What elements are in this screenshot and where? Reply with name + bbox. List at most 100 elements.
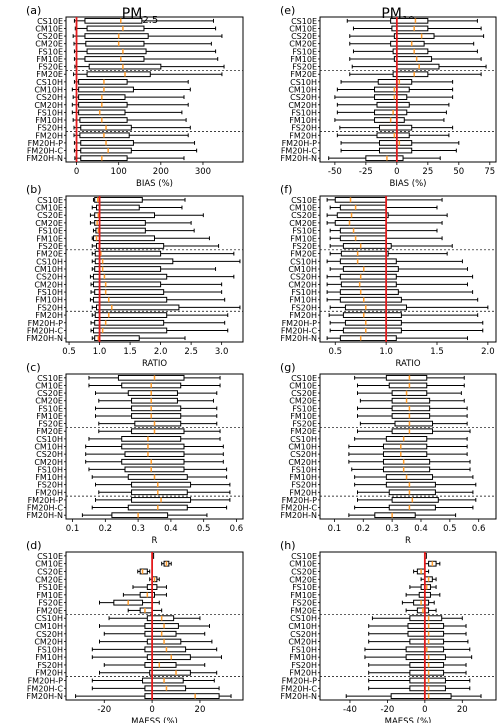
iqr-box bbox=[340, 281, 397, 288]
box-FM20E bbox=[349, 71, 482, 78]
box-FM20H-P bbox=[329, 319, 484, 326]
iqr-box bbox=[391, 405, 431, 412]
box-FM20H-C bbox=[91, 685, 220, 692]
category-label: CM10E bbox=[35, 204, 63, 213]
iqr-box bbox=[342, 312, 402, 318]
category-label: FS10E bbox=[38, 227, 63, 236]
x-tick-label: 3.0 bbox=[215, 347, 229, 357]
iqr-box bbox=[344, 304, 407, 311]
iqr-box bbox=[378, 140, 413, 146]
x-tick-label: 300 bbox=[195, 167, 211, 177]
category-label: CS20H bbox=[290, 93, 317, 102]
category-label: CS10E bbox=[37, 17, 63, 26]
category-label: CS20H bbox=[290, 450, 317, 459]
box-CM20H bbox=[336, 101, 450, 108]
category-label: FS10E bbox=[292, 227, 317, 236]
box-FM20H-N bbox=[326, 335, 469, 342]
iqr-box bbox=[339, 273, 397, 280]
iqr-box bbox=[142, 677, 184, 684]
iqr-box bbox=[131, 397, 178, 404]
box-FM10H bbox=[364, 654, 473, 661]
x-tick-label: 0.3 bbox=[385, 524, 399, 534]
x-tick-label: 0.1 bbox=[66, 524, 80, 534]
iqr-box bbox=[80, 147, 132, 154]
category-label: FM20H bbox=[35, 488, 63, 497]
iqr-box bbox=[79, 117, 128, 123]
box-FM10H bbox=[89, 296, 226, 303]
box-FS20H bbox=[329, 304, 489, 311]
iqr-box bbox=[388, 504, 436, 511]
category-label: CS10H bbox=[290, 78, 317, 87]
iqr-box bbox=[409, 638, 445, 645]
x-tick-label: 1.0 bbox=[379, 347, 393, 357]
x-tick-label: -50 bbox=[328, 167, 342, 177]
iqr-box bbox=[390, 693, 452, 700]
box-FM20H-N bbox=[81, 512, 208, 519]
category-label: FM20H-N bbox=[280, 334, 317, 343]
box-CS20E bbox=[357, 390, 462, 396]
category-label: CM10H bbox=[34, 443, 63, 452]
category-label: FS10H bbox=[37, 465, 63, 474]
x-tick-label: 0.1 bbox=[328, 524, 342, 534]
box-FM20H-N bbox=[74, 155, 185, 162]
iqr-box bbox=[88, 63, 162, 70]
category-label: FM10E bbox=[290, 412, 317, 421]
box-CS10H bbox=[326, 258, 463, 265]
box-CM10E bbox=[91, 204, 183, 211]
box-CS20H bbox=[103, 630, 206, 637]
box-CM20H bbox=[85, 458, 224, 465]
category-label: FM10H bbox=[289, 473, 317, 482]
category-label: CS10H bbox=[36, 257, 63, 266]
box-CM10E bbox=[357, 382, 465, 389]
category-label: CM20E bbox=[289, 219, 317, 228]
category-label: FM20H-C bbox=[27, 504, 64, 513]
category-label: CM10E bbox=[289, 24, 317, 33]
category-label: CS20E bbox=[37, 211, 63, 220]
x-tick-label: 0 bbox=[422, 705, 427, 715]
category-label: FS10H bbox=[291, 288, 317, 297]
box-FM20H-C bbox=[90, 327, 229, 334]
category-label: FS20E bbox=[292, 599, 317, 608]
box-FM20H-N bbox=[348, 512, 457, 519]
category-label: FM10E bbox=[36, 412, 63, 421]
iqr-box bbox=[339, 204, 387, 211]
x-tick-label: 0.2 bbox=[357, 524, 371, 534]
category-label: FM10H bbox=[289, 653, 317, 662]
iqr-box bbox=[84, 56, 145, 62]
iqr-box bbox=[382, 451, 428, 457]
box-FM10H bbox=[354, 474, 474, 480]
iqr-box bbox=[86, 25, 145, 32]
iqr-box bbox=[139, 568, 148, 575]
box-FS20H bbox=[95, 481, 231, 488]
category-label: FM20E bbox=[290, 606, 317, 615]
iqr-box bbox=[131, 489, 188, 496]
panel-label: (f) bbox=[280, 183, 292, 196]
iqr-box bbox=[334, 220, 387, 226]
box-FS10E bbox=[329, 227, 438, 234]
box-CS20H bbox=[334, 94, 454, 100]
category-label: FM10E bbox=[290, 55, 317, 64]
category-label: CM10H bbox=[34, 622, 63, 631]
box-CM10E bbox=[74, 25, 217, 32]
iqr-box bbox=[388, 489, 436, 496]
x-tick-label: 0.5 bbox=[62, 347, 76, 357]
category-label: FS20H bbox=[37, 124, 63, 133]
iqr-box bbox=[342, 327, 402, 334]
category-label: FS20H bbox=[37, 481, 63, 490]
category-label: FM20H-C bbox=[281, 147, 318, 156]
x-axis-label: BIAS (%) bbox=[136, 179, 173, 189]
x-axis-label: MAESS (%) bbox=[131, 717, 178, 723]
iqr-box bbox=[85, 40, 145, 47]
box-FM20H-P bbox=[357, 497, 477, 503]
box-FM20H-N bbox=[328, 155, 441, 162]
category-label: FM20E bbox=[36, 606, 63, 615]
category-label: FM20H-C bbox=[281, 684, 318, 693]
iqr-box bbox=[378, 124, 413, 131]
iqr-box bbox=[394, 420, 434, 427]
iqr-box bbox=[393, 56, 433, 62]
iqr-box bbox=[94, 319, 165, 326]
category-label: FM20H-P bbox=[28, 496, 64, 505]
category-label: CS10H bbox=[36, 614, 63, 623]
category-label: FM20H-C bbox=[27, 684, 64, 693]
x-tick-label: 0.4 bbox=[414, 524, 428, 534]
